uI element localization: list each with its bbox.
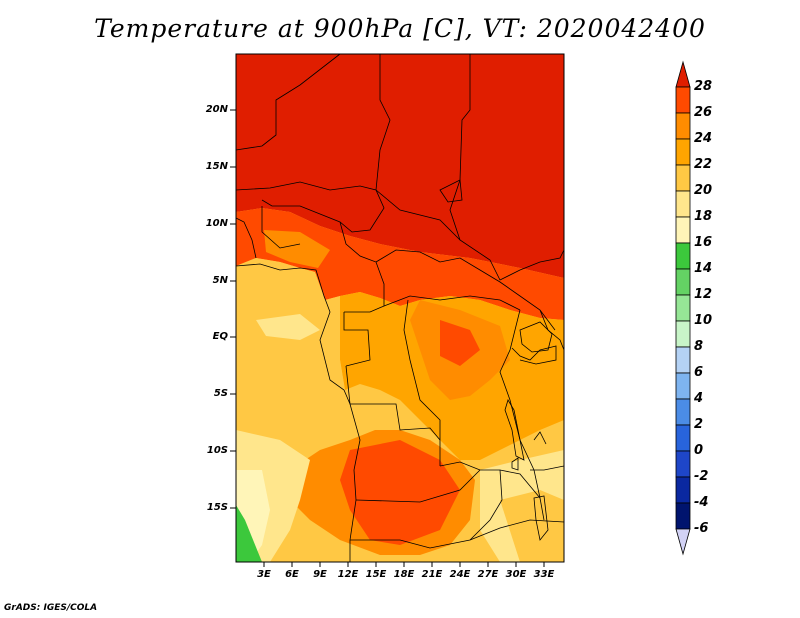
- colorbar-label: 2: [694, 417, 704, 432]
- colorbar-label: 24: [694, 131, 713, 146]
- colorbar-label: 16: [694, 235, 713, 250]
- colorbar-swatch: [675, 190, 691, 218]
- lon-label-24e: 24E: [449, 569, 471, 580]
- colorbar-bottom-arrow: [675, 528, 691, 556]
- colorbar-label: 14: [694, 261, 713, 276]
- colorbar-swatch: [675, 424, 691, 452]
- lon-label-6e: 6E: [285, 569, 299, 580]
- grads-credit: GrADS: IGES/COLA: [4, 603, 98, 613]
- colorbar-swatch: [675, 86, 691, 114]
- colorbar-label: 0: [694, 443, 704, 458]
- colorbar-label: -6: [694, 521, 709, 536]
- lakes: [439, 179, 553, 541]
- colorbar-label: 10: [694, 313, 713, 328]
- colorbar-swatch: [675, 164, 691, 192]
- colorbar-swatch: [675, 476, 691, 504]
- lat-label-5s: 5S: [213, 388, 228, 399]
- lat-label-15s: 15S: [206, 502, 228, 513]
- colorbar-label: 20: [694, 183, 713, 198]
- colorbar-label: -2: [694, 469, 709, 484]
- colorbar-swatch: [675, 450, 691, 478]
- colorbar-label: 4: [694, 391, 704, 406]
- lat-label-5n: 5N: [212, 275, 228, 286]
- lat-label-20n: 20N: [205, 104, 228, 115]
- colorbar-swatch: [675, 346, 691, 374]
- colorbar-swatch: [675, 216, 691, 244]
- colorbar-swatch: [675, 138, 691, 166]
- lon-label-30e: 30E: [505, 569, 527, 580]
- lat-ticks: [230, 109, 236, 509]
- colorbar-label: -4: [694, 495, 709, 510]
- lat-label-15n: 15N: [205, 161, 228, 172]
- colorbar-label: 6: [694, 365, 704, 380]
- temperature-field: [236, 54, 564, 562]
- colorbar-swatch: [675, 372, 691, 400]
- colorbar-label: 28: [694, 79, 713, 94]
- colorbar-label: 12: [694, 287, 713, 302]
- lat-label-10s: 10S: [206, 445, 228, 456]
- lon-label-21e: 21E: [421, 569, 443, 580]
- colorbar-swatch: [675, 242, 691, 270]
- lon-label-18e: 18E: [393, 569, 415, 580]
- colorbar: [675, 60, 691, 556]
- lon-label-12e: 12E: [337, 569, 359, 580]
- colorbar-swatch: [675, 268, 691, 296]
- colorbar-swatch: [675, 320, 691, 348]
- map-frame: [235, 53, 565, 563]
- colorbar-swatch: [675, 398, 691, 426]
- lon-label-9e: 9E: [313, 569, 327, 580]
- lat-label-10n: 10N: [205, 218, 228, 229]
- lon-ticks: [263, 562, 545, 567]
- colorbar-swatch: [675, 502, 691, 530]
- colorbar-label: 26: [694, 105, 713, 120]
- colorbar-label: 8: [694, 339, 704, 354]
- colorbar-swatch: [675, 294, 691, 322]
- lon-label-33e: 33E: [533, 569, 555, 580]
- colorbar-top-arrow: [675, 60, 691, 88]
- colorbar-label: 18: [694, 209, 713, 224]
- country-borders: [235, 53, 565, 562]
- lon-label-3e: 3E: [257, 569, 271, 580]
- lat-label-eq: EQ: [212, 331, 228, 342]
- chart-title: Temperature at 900hPa [C], VT: 202004240…: [94, 14, 706, 43]
- colorbar-label: 22: [694, 157, 713, 172]
- colorbar-swatch: [675, 112, 691, 140]
- lon-label-27e: 27E: [477, 569, 499, 580]
- lon-label-15e: 15E: [365, 569, 387, 580]
